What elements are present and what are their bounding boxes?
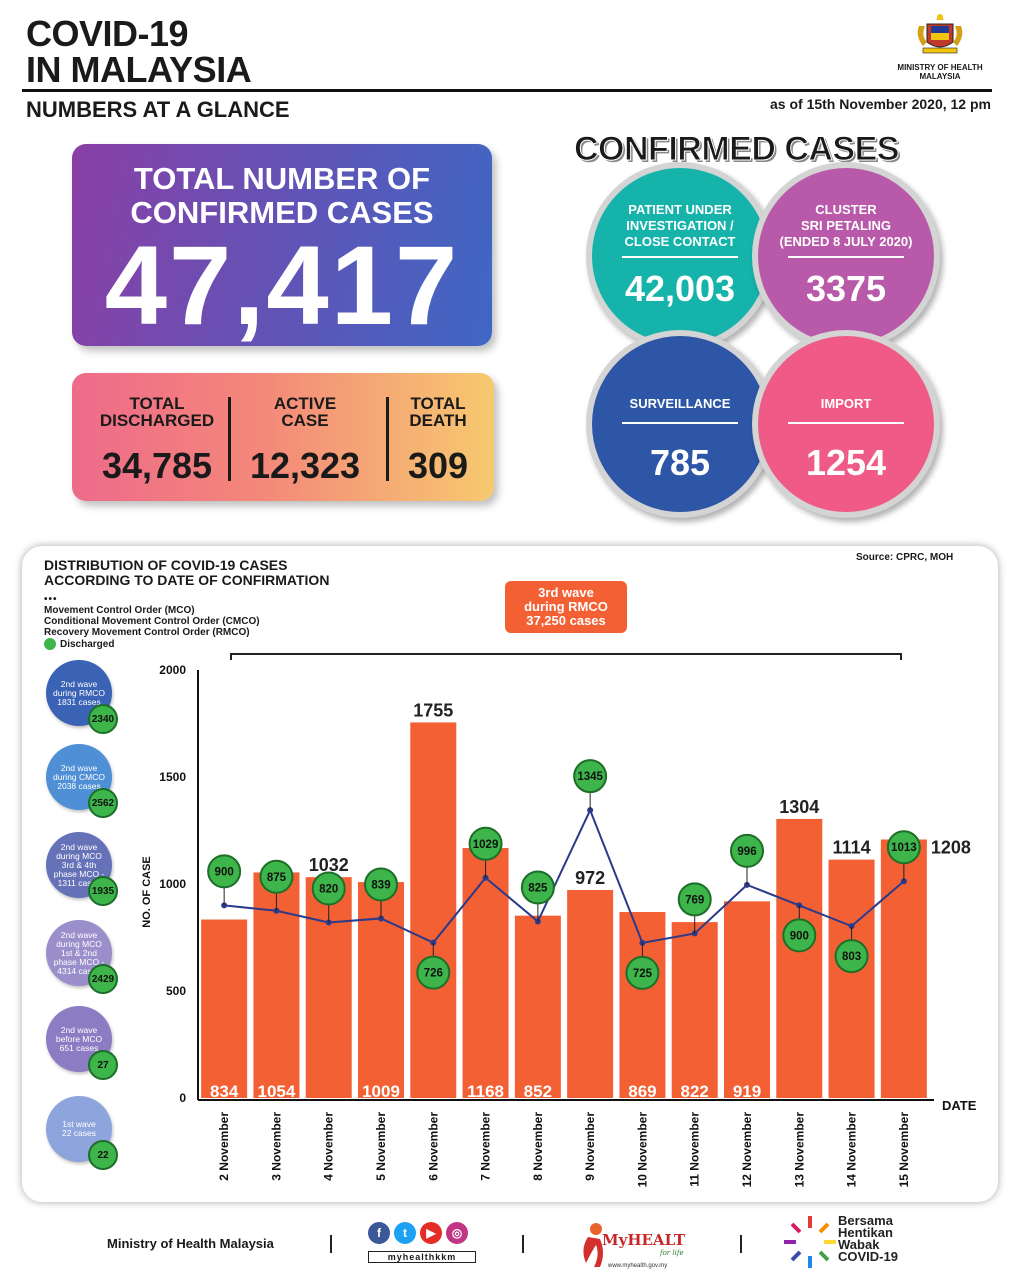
coat-of-arms-icon [917, 14, 963, 54]
stat-discharged: TOTAL DISCHARGED 34,785 [82, 395, 232, 487]
twitter-icon[interactable]: t [394, 1222, 416, 1244]
wave-discharged-badge: 22 [88, 1140, 118, 1170]
chart-title: DISTRIBUTION OF COVID-19 CASES ACCORDING… [44, 557, 330, 588]
chart-source: Source: CPRC, MOH [856, 552, 954, 563]
legend-mco: Movement Control Order (MCO) [44, 605, 195, 616]
total-confirmed-label: TOTAL NUMBER OF CONFIRMED CASES [130, 161, 434, 230]
myhealth-logo: MyHEALTH for life www.myhealth.gov.my [583, 1223, 686, 1269]
wave-discharged-badge: 2340 [88, 704, 118, 734]
surveillance-circle: SURVEILLANCE 785 [586, 330, 774, 518]
moh-logo: MINISTRY OF HEALTH MALAYSIA [885, 12, 995, 81]
stat-death: TOTAL DEATH 309 [390, 395, 486, 487]
cluster-value: 3375 [805, 268, 887, 309]
page-subtitle: NUMBERS AT A GLANCE [26, 97, 290, 122]
wave-discharged-badge: 1935 [88, 876, 118, 906]
import-circle: IMPORT 1254 [752, 330, 940, 518]
total-confirmed-value: 47,417 [104, 223, 460, 348]
third-wave-callout: 3rd wave during RMCO 37,250 cases [505, 581, 627, 633]
social-icons: f t ▶ ◎ [368, 1222, 468, 1244]
stat-divider [386, 397, 389, 481]
pui-value: 42,003 [624, 268, 736, 309]
pui-circle: PATIENT UNDER INVESTIGATION / CLOSE CONT… [586, 162, 774, 350]
legend-rmco: Recovery Movement Control Order (RMCO) [44, 627, 250, 638]
myhealth-tagline: for life [659, 1249, 684, 1257]
surveillance-value: 785 [649, 442, 711, 483]
legend-cmco: Conditional Movement Control Order (CMCO… [44, 616, 260, 627]
social-handle[interactable]: myhealthkkm [368, 1251, 476, 1263]
outcome-stats-card: TOTAL DISCHARGED 34,785 ACTIVE CASE 12,3… [72, 373, 494, 501]
wave-circle: 2nd wave during MCO 1st & 2nd phase MCO … [46, 920, 112, 986]
instagram-icon[interactable]: ◎ [446, 1222, 468, 1244]
legend-discharged-label: Discharged [60, 638, 115, 650]
cluster-label: CLUSTER SRI PETALING (ENDED 8 JULY 2020) [779, 202, 913, 249]
cluster-circle: CLUSTER SRI PETALING (ENDED 8 JULY 2020)… [752, 162, 940, 350]
myhealth-name: MyHEALTH [602, 1231, 686, 1249]
import-value: 1254 [805, 442, 887, 483]
bersama-text: Bersama Hentikan Wabak COVID-19 [838, 1213, 898, 1264]
footer-ministry: Ministry of Health Malaysia [107, 1236, 274, 1251]
wave-discharged-badge: 27 [88, 1050, 118, 1080]
wave-circle: 2nd wave during CMCO 2038 cases [46, 744, 112, 810]
youtube-icon[interactable]: ▶ [420, 1222, 442, 1244]
wave-discharged-badge: 2429 [88, 964, 118, 994]
circle-rule [622, 422, 738, 424]
legend-discharged: Discharged [44, 638, 260, 650]
facebook-icon[interactable]: f [368, 1222, 390, 1244]
stat-active: ACTIVE CASE 12,323 [232, 395, 378, 487]
page-title: COVID-19 IN MALAYSIA [26, 13, 252, 90]
as-of-date: as of 15th November 2020, 12 pm [770, 96, 991, 112]
footer-separator [740, 1235, 742, 1253]
footer-separator [330, 1235, 332, 1253]
header-rule [22, 89, 992, 92]
myhealth-head-icon [590, 1223, 602, 1235]
legend-dots: ••• [44, 594, 58, 605]
circle-rule [788, 422, 904, 424]
stat-discharged-value: 34,785 [101, 445, 213, 486]
circle-rule [622, 256, 738, 258]
myhealth-figure-icon [583, 1237, 603, 1267]
wave-discharged-badge: 2562 [88, 788, 118, 818]
total-confirmed-card: TOTAL NUMBER OF CONFIRMED CASES 47,417 [72, 144, 492, 346]
stat-discharged-label: TOTAL DISCHARGED [99, 394, 215, 430]
footer-separator [522, 1235, 524, 1253]
surveillance-label: SURVEILLANCE [629, 396, 731, 411]
import-label: IMPORT [820, 396, 872, 411]
stat-active-label: ACTIVE CASE [273, 394, 337, 430]
chart-legend: ••• Movement Control Order (MCO) Conditi… [44, 594, 260, 650]
stat-death-value: 309 [407, 445, 469, 486]
pui-label: PATIENT UNDER INVESTIGATION / CLOSE CONT… [624, 202, 736, 249]
stat-active-value: 12,323 [249, 445, 361, 486]
stat-divider [228, 397, 231, 481]
circle-rule [788, 256, 904, 258]
discharged-dot-icon [44, 638, 56, 650]
myhealth-url: www.myhealth.gov.my [607, 1263, 667, 1269]
ministry-name: MINISTRY OF HEALTH MALAYSIA [897, 63, 983, 81]
stat-death-label: TOTAL DEATH [409, 394, 467, 430]
bersama-logo-icon [784, 1216, 836, 1268]
